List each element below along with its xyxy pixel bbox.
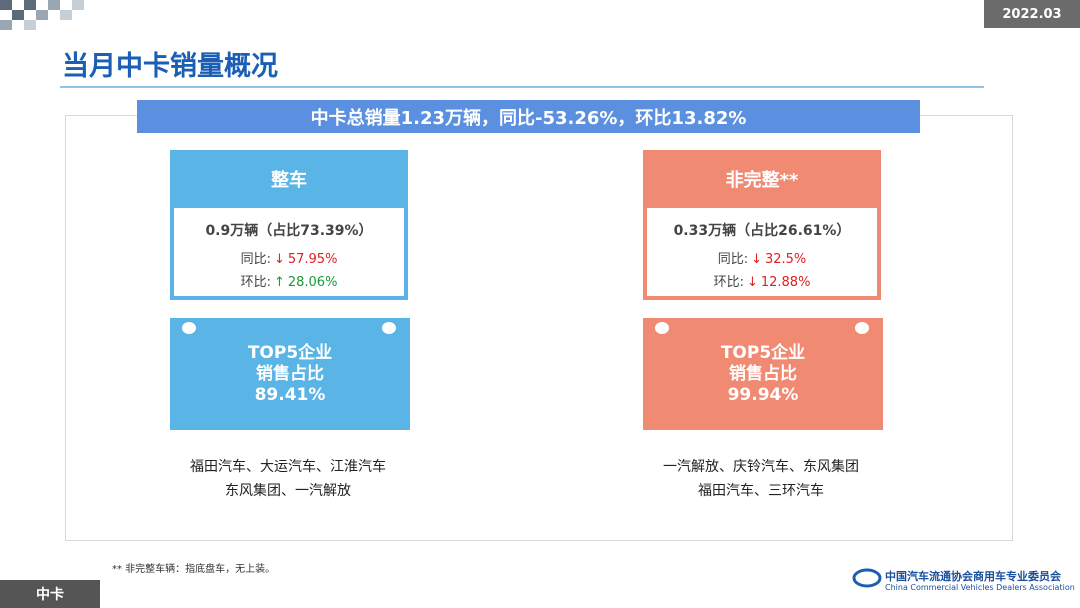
company-line: 福田汽车、大运汽车、江淮汽车 (190, 459, 386, 475)
connector-dot (855, 322, 869, 334)
volume: 0.9万辆（占比73.39%） (205, 223, 373, 239)
mom-row: 环比: ↓ 12.88% (647, 271, 877, 290)
yoy-value: 57.95% (287, 252, 338, 267)
panel-stats: 0.9万辆（占比73.39%） 同比: ↓ 57.95% 环比: ↑ 28.06% (170, 208, 408, 300)
summary-banner: 中卡总销量1.23万辆，同比-53.26%，环比13.82% (137, 100, 920, 133)
top5-title: TOP5企业 (247, 342, 333, 363)
org-name-cn: 中国汽车流通协会商用车专业委员会 (885, 570, 1061, 583)
volume: 0.33万辆（占比26.61%） (673, 223, 851, 239)
company-line: 一汽解放、庆铃汽车、东风集团 (663, 459, 859, 475)
panel-stats: 0.33万辆（占比26.61%） 同比: ↓ 32.5% 环比: ↓ 12.88% (643, 208, 881, 300)
title-rule (60, 86, 984, 88)
yoy-label: 同比: (717, 252, 749, 267)
company-list: 一汽解放、庆铃汽车、东风集团 福田汽车、三环汽车 (611, 455, 911, 503)
top5-box: TOP5企业 销售占比 99.94% (643, 318, 883, 430)
top5-subtitle: 销售占比 (256, 363, 324, 384)
page-title: 当月中卡销量概况 (62, 51, 278, 82)
mom-row: 环比: ↑ 28.06% (174, 271, 404, 290)
top5-title: TOP5企业 (720, 342, 806, 363)
mom-label: 环比: (713, 275, 744, 290)
yoy-label: 同比: (240, 252, 271, 267)
connector-dot (382, 322, 396, 334)
yoy-row: 同比: ↓ 57.95% (174, 248, 404, 267)
panel-header: 非完整** (643, 150, 881, 208)
top5-box: TOP5企业 销售占比 89.41% (170, 318, 410, 430)
yoy-arrow: ↓ (751, 252, 762, 267)
top5-subtitle: 销售占比 (729, 363, 797, 384)
date-badge: 2022.03 (984, 0, 1080, 28)
panel-header: 整车 (170, 150, 408, 208)
org-name-en: China Commercial Vehicles Dealers Associ… (885, 583, 1075, 592)
company-line: 福田汽车、三环汽车 (698, 483, 824, 499)
yoy-arrow: ↓ (273, 252, 285, 267)
yoy-row: 同比: ↓ 32.5% (647, 248, 877, 267)
mom-value: 28.06% (287, 275, 338, 290)
footnote: ** 非完整车辆：指底盘车，无上装。 (112, 564, 276, 575)
org-logo (852, 568, 882, 588)
section-tag: 中卡 (0, 580, 100, 608)
checker-decoration (0, 0, 84, 30)
mom-arrow: ↓ (746, 275, 758, 290)
top5-value: 89.41% (254, 384, 326, 405)
mom-arrow: ↑ (273, 275, 285, 290)
yoy-value: 32.5% (764, 252, 807, 267)
mom-label: 环比: (240, 275, 271, 290)
company-list: 福田汽车、大运汽车、江淮汽车 东风集团、一汽解放 (138, 455, 438, 503)
top5-value: 99.94% (727, 384, 799, 405)
company-line: 东风集团、一汽解放 (225, 483, 351, 499)
mom-value: 12.88% (760, 275, 811, 290)
connector-dot (182, 322, 196, 334)
connector-dot (655, 322, 669, 334)
